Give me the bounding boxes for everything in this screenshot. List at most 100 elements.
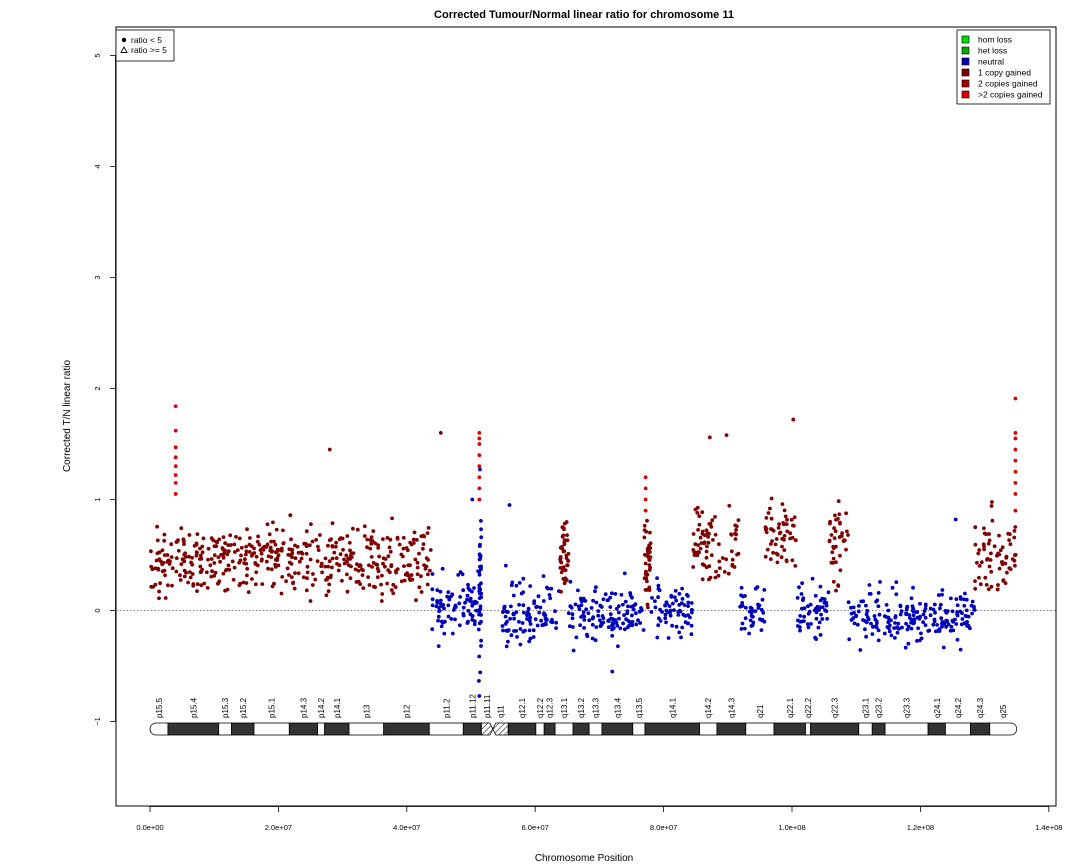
data-point	[759, 628, 764, 632]
data-point	[269, 539, 274, 544]
data-point	[975, 560, 979, 565]
data-point	[165, 560, 170, 564]
ideogram-band-label: p14.1	[333, 697, 342, 718]
data-point	[304, 551, 309, 556]
data-point	[308, 599, 313, 603]
data-point	[622, 571, 627, 576]
data-point	[866, 617, 871, 622]
ideogram-band	[492, 722, 509, 736]
data-point	[743, 616, 748, 621]
data-point	[889, 618, 893, 623]
data-point	[264, 559, 269, 564]
data-point	[960, 617, 965, 621]
data-point	[1003, 561, 1008, 566]
ideogram-band	[324, 722, 350, 736]
data-point	[304, 529, 309, 534]
data-point	[636, 618, 640, 623]
data-point	[707, 577, 711, 582]
data-point	[351, 551, 356, 555]
data-point	[935, 623, 939, 627]
data-point	[273, 542, 278, 547]
data-point	[479, 535, 484, 540]
data-point	[584, 607, 589, 612]
data-point	[919, 631, 923, 636]
data-point	[699, 541, 704, 545]
data-point	[244, 544, 249, 549]
data-point	[818, 633, 823, 637]
data-point	[268, 545, 273, 550]
data-point	[367, 583, 372, 587]
data-point	[664, 620, 668, 625]
spike-point	[477, 431, 482, 435]
data-point	[565, 533, 569, 537]
data-point	[950, 618, 955, 623]
data-point	[561, 565, 566, 570]
data-point	[668, 608, 673, 613]
data-point	[456, 573, 461, 577]
data-point	[717, 566, 722, 570]
data-point	[439, 619, 444, 624]
data-point	[708, 521, 713, 526]
data-point	[822, 597, 827, 602]
data-point	[521, 576, 526, 581]
data-point	[458, 595, 463, 599]
data-point	[716, 573, 721, 578]
data-point	[399, 579, 404, 584]
data-point	[949, 624, 954, 629]
data-point	[273, 565, 278, 569]
data-point	[771, 550, 775, 555]
data-point	[751, 614, 755, 619]
data-point	[165, 553, 170, 557]
x-axis: 0.0e+00 2.0e+07 4.0e+07 6.0e+07 8.0e+07 1.0e+…	[136, 806, 1062, 832]
data-point	[709, 553, 714, 558]
data-point	[838, 568, 843, 573]
chart-title: Corrected Tumour/Normal linear ratio for…	[434, 9, 734, 21]
data-point	[212, 561, 217, 565]
data-point	[749, 624, 754, 628]
data-point	[852, 621, 857, 626]
data-point	[653, 605, 658, 610]
data-point	[697, 514, 702, 518]
data-point	[761, 610, 766, 615]
data-point	[362, 534, 367, 538]
data-point	[698, 546, 703, 551]
data-point	[319, 561, 324, 566]
data-point	[697, 550, 701, 555]
data-point	[472, 586, 476, 590]
data-point	[502, 604, 507, 609]
data-point	[726, 571, 731, 576]
data-point	[241, 580, 246, 585]
data-point	[468, 612, 473, 617]
ideogram-band-label: q23.1	[862, 697, 871, 718]
data-point	[393, 585, 398, 589]
data-point	[963, 614, 968, 618]
x-tick-label: 1.2e+08	[907, 823, 934, 832]
ideogram-band-label: q22.3	[831, 697, 840, 718]
data-point	[989, 584, 994, 589]
data-point	[766, 511, 771, 515]
data-point	[960, 611, 964, 615]
data-point	[200, 550, 205, 555]
data-point	[578, 623, 582, 628]
data-point	[190, 562, 195, 567]
data-point	[415, 538, 419, 542]
y-tick-label: 2	[93, 386, 102, 390]
data-point	[522, 610, 526, 615]
ideogram-band	[572, 722, 590, 736]
data-point	[764, 516, 769, 520]
data-point	[776, 526, 781, 530]
data-point	[237, 583, 242, 588]
data-point	[544, 618, 549, 623]
data-point	[442, 631, 447, 636]
data-point	[685, 592, 689, 597]
data-point	[158, 581, 163, 586]
data-point	[212, 574, 217, 578]
data-point	[328, 575, 333, 580]
data-point	[788, 531, 793, 536]
data-point	[992, 544, 997, 549]
data-point	[351, 526, 355, 531]
data-point	[596, 609, 601, 613]
data-point	[973, 542, 978, 547]
data-point	[244, 561, 249, 566]
spike-point	[1013, 492, 1018, 496]
